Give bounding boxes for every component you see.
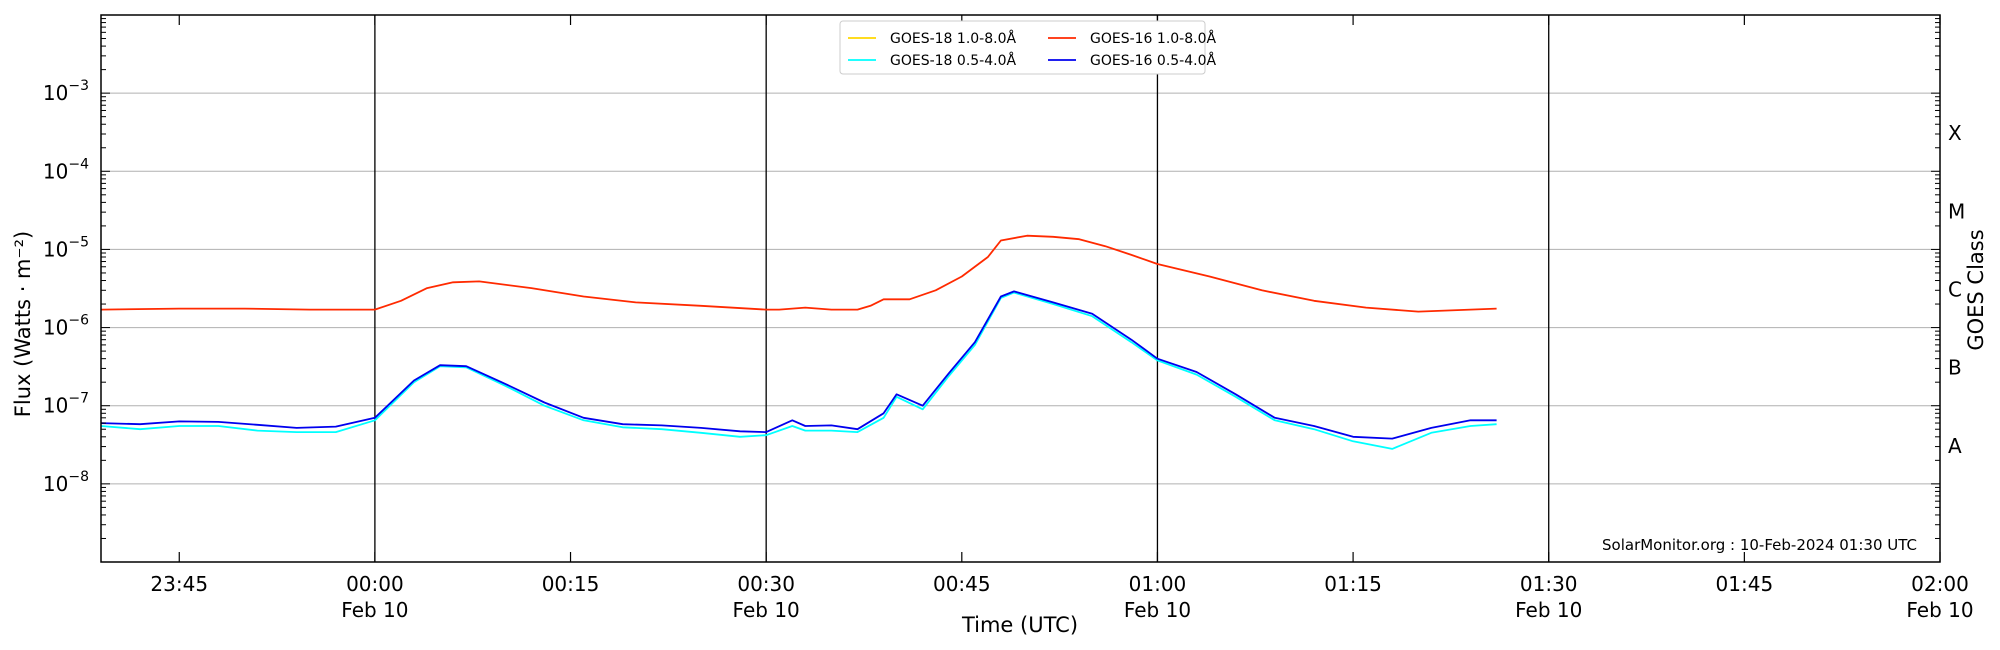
x-tick-sublabel: Feb 10 xyxy=(733,598,800,622)
right-axis-label: GOES Class xyxy=(1964,229,1988,350)
x-tick-sublabel: Feb 10 xyxy=(341,598,408,622)
x-tick-label: 00:15 xyxy=(542,572,600,596)
legend: GOES-18 1.0-8.0Å GOES-18 0.5-4.0Å GOES-16 … xyxy=(839,20,1216,75)
goes-class-X: X xyxy=(1948,121,1962,145)
x-tick-label: 01:00 xyxy=(1129,572,1187,596)
goes-class-A: A xyxy=(1948,434,1962,458)
x-tick-sublabel: Feb 10 xyxy=(1124,598,1191,622)
legend-label-0: GOES-18 1.0-8.0Å xyxy=(890,30,1016,47)
legend-label-1: GOES-18 0.5-4.0Å xyxy=(890,52,1016,69)
goes-class-B: B xyxy=(1948,356,1962,380)
x-tick-label: 01:30 xyxy=(1520,572,1578,596)
y-tick-label: 10−4 xyxy=(43,156,89,183)
x-tick-label: 00:30 xyxy=(737,572,795,596)
x-tick-label: 01:15 xyxy=(1324,572,1382,596)
y-tick-label: 10−8 xyxy=(43,469,89,496)
x-tick-sublabel: Feb 10 xyxy=(1515,598,1582,622)
x-tick-label: 02:00 xyxy=(1911,572,1969,596)
y-tick-label: 10−3 xyxy=(43,78,89,105)
legend-label-2: GOES-16 1.0-8.0Å xyxy=(1090,30,1216,47)
y-axis-label: Flux (Watts · m⁻²) xyxy=(11,231,35,417)
y-axis-ticks: 10−8 10−7 10−6 10−5 10−4 10−3 xyxy=(43,18,1940,563)
legend-box xyxy=(839,20,1206,75)
y-tick-label: 10−6 xyxy=(43,313,89,340)
x-tick-sublabel: Feb 10 xyxy=(1906,598,1973,622)
series-layer xyxy=(100,234,1497,450)
goes-class-C: C xyxy=(1948,278,1962,302)
credit-text: SolarMonitor.org : 10-Feb-2024 01:30 UTC xyxy=(1602,536,1917,554)
vertical-day-lines xyxy=(374,15,1550,562)
gridlines xyxy=(101,92,1940,485)
goes-class-labels: A B C M X xyxy=(1948,121,1965,458)
legend-label-3: GOES-16 0.5-4.0Å xyxy=(1090,52,1216,69)
series-line-2 xyxy=(100,234,1497,313)
series-line-3 xyxy=(100,290,1497,440)
y-tick-label: 10−5 xyxy=(43,234,89,261)
plot-frame xyxy=(100,14,1941,563)
x-axis-label: Time (UTC) xyxy=(961,613,1078,637)
x-tick-label: 01:45 xyxy=(1716,572,1774,596)
x-tick-label: 00:00 xyxy=(346,572,404,596)
x-tick-label: 00:45 xyxy=(933,572,991,596)
series-line-1 xyxy=(100,291,1497,450)
goes-class-M: M xyxy=(1948,199,1965,223)
x-tick-label: 23:45 xyxy=(150,572,208,596)
y-tick-label: 10−7 xyxy=(43,391,89,418)
